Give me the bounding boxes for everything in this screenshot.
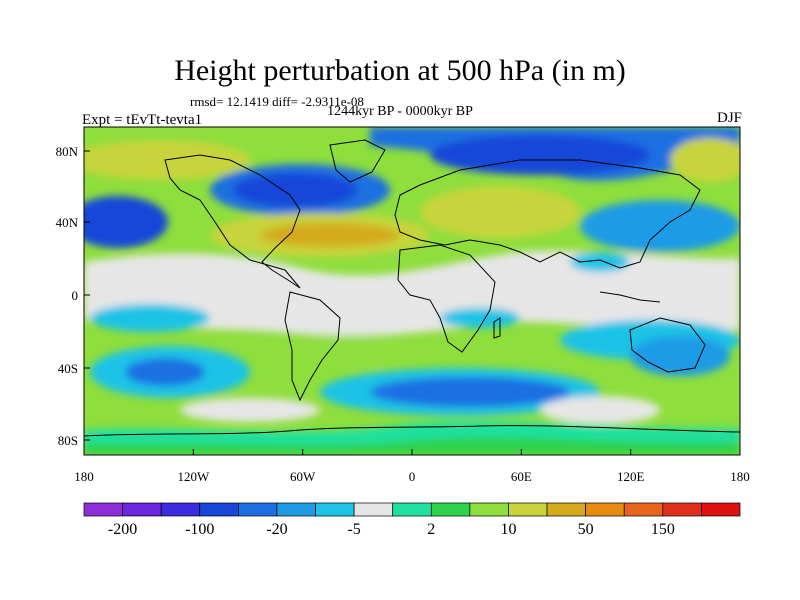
stats-text: rmsd= 12.1419 diff= -2.9311e-08 [190,94,364,109]
contour-field [84,127,740,455]
y-tick-label: 40N [56,215,79,230]
colorbar-label: 150 [651,521,675,538]
colorbar-swatch [122,502,162,517]
colorbar-swatch [508,502,548,517]
colorbar-label: 10 [500,521,516,538]
y-tick-label: 40S [58,361,78,376]
x-tick-label: 120E [617,469,645,484]
colorbar-swatch [315,502,355,517]
x-tick-label: 180 [74,469,94,484]
colorbar-label: -5 [347,521,360,538]
y-axis: 80N 40N 0 40S 80S [56,144,90,448]
x-tick-label: 120W [177,469,210,484]
season-label: DJF [716,110,742,126]
colorbar-swatch [430,502,471,517]
colorbar-swatch [701,502,741,517]
x-tick-label: 60E [511,469,532,484]
colorbar-swatch [623,502,664,517]
experiment-label: Expt = tEvTt-tevta1 [82,112,203,128]
colorbar-swatch [353,502,394,517]
coastlines [84,139,740,437]
y-tick-label: 80N [56,144,79,159]
colorbar-swatch [160,502,201,517]
colorbar-swatch [83,502,123,517]
colorbar-label: 2 [427,521,435,538]
map-title: Height perturbation at 500 hPa (in m) [174,54,626,87]
colorbar-swatch [585,502,625,517]
x-tick-label: 60W [290,469,316,484]
period-subtitle: 1244kyr BP - 0000kyr BP [327,104,473,119]
colorbar: -200 -100 -20 -5 2 10 50 150 [83,502,741,538]
colorbar-swatch [199,502,239,517]
y-tick-label: 0 [72,288,79,303]
y-tick-label: 80S [58,433,78,448]
colorbar-swatch [238,502,278,517]
colorbar-swatch [392,502,432,517]
colorbar-label: -200 [108,521,137,538]
colorbar-swatch [546,502,586,517]
x-tick-label: 0 [409,469,416,484]
colorbar-swatch [276,502,316,517]
colorbar-label: -100 [185,521,214,538]
x-tick-label: 180 [730,469,750,484]
x-axis: 180 120W 60W 0 60E 120E 180 [74,449,750,484]
colorbar-label: 50 [578,521,594,538]
colorbar-label: -20 [266,521,287,538]
colorbar-swatch [469,502,509,517]
colorbar-swatch [662,502,702,517]
